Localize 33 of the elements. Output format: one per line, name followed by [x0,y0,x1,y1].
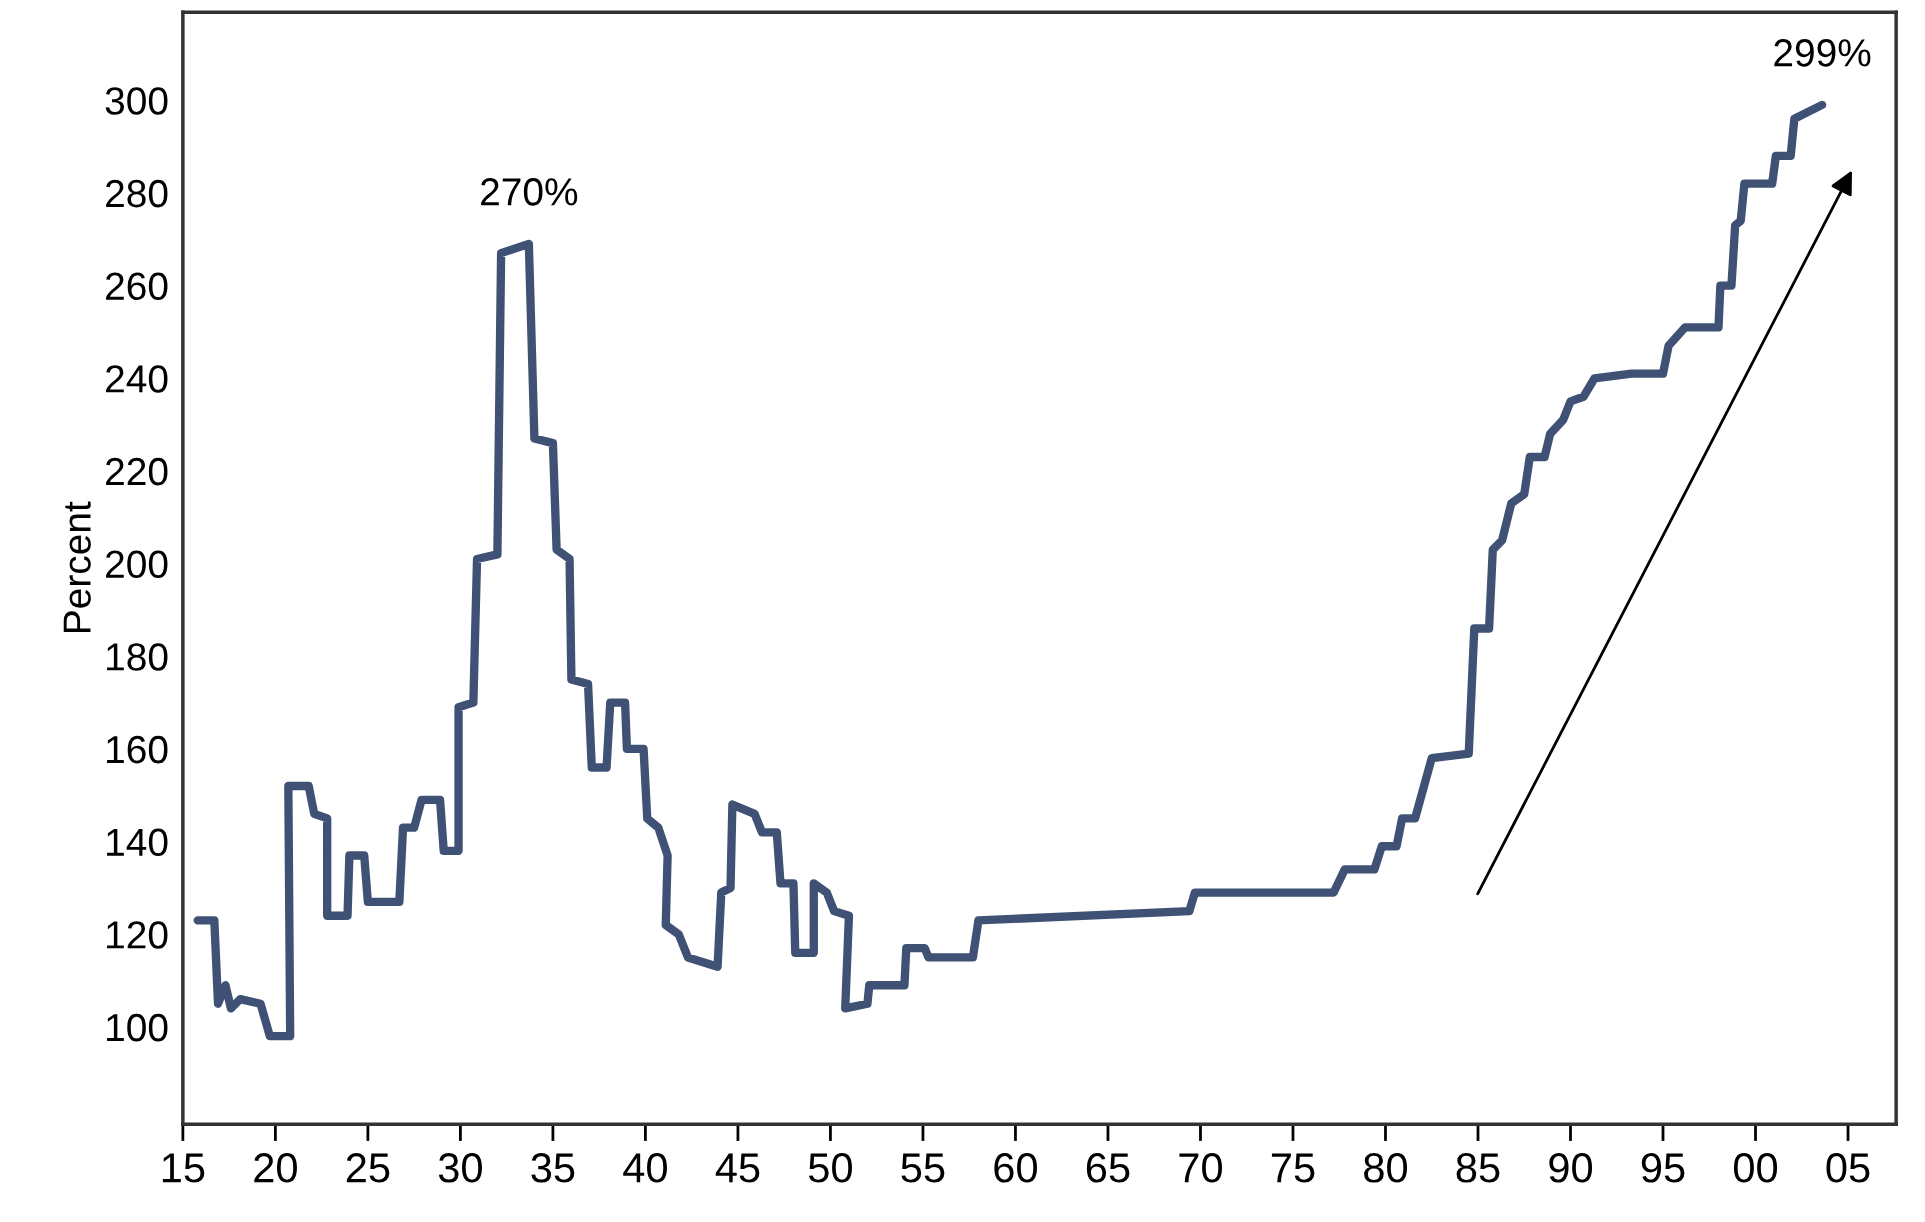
x-tick-label: 55 [901,1153,945,1183]
y-tick-label: 240 [106,365,168,393]
y-tick-label: 300 [105,87,168,115]
y-tick-label: 220 [106,457,168,486]
y-tick-label: 200 [106,550,168,579]
x-tick-label: 00 [1733,1153,1778,1183]
annotation: 270% [481,178,578,206]
x-tick-label: 15 [162,1153,205,1183]
y-tick-label: 120 [107,921,168,949]
x-tick-label: 95 [1641,1153,1685,1183]
x-tick-label: 90 [1549,1153,1593,1183]
x-tick-label: 35 [531,1153,575,1183]
x-tick-label: 65 [1086,1153,1130,1183]
x-tick-label: 50 [808,1153,852,1183]
y-tick-label: 100 [107,1013,168,1042]
y-tick-label: 160 [107,735,168,764]
x-tick-label: 75 [1271,1153,1315,1183]
x-tick-label: 25 [346,1153,390,1183]
y-tick-label: 140 [107,828,168,857]
x-tick-label: 60 [994,1153,1037,1183]
x-tick-label: 80 [1364,1153,1408,1183]
annotation: 299% [1774,39,1871,67]
y-tick-label: 280 [106,179,168,208]
y-tick-label: 180 [107,643,168,671]
x-tick-label: 30 [438,1153,482,1183]
x-tick-label: 70 [1179,1153,1223,1183]
y-tick-label: 260 [106,272,168,301]
x-tick-label: 20 [254,1153,297,1183]
x-tick-label: 45 [715,1153,760,1183]
x-tick-label: 40 [623,1153,667,1183]
x-tick-label: 85 [1456,1153,1500,1183]
y-axis-title: Percent [63,501,91,633]
x-tick-label: 05 [1826,1153,1870,1183]
